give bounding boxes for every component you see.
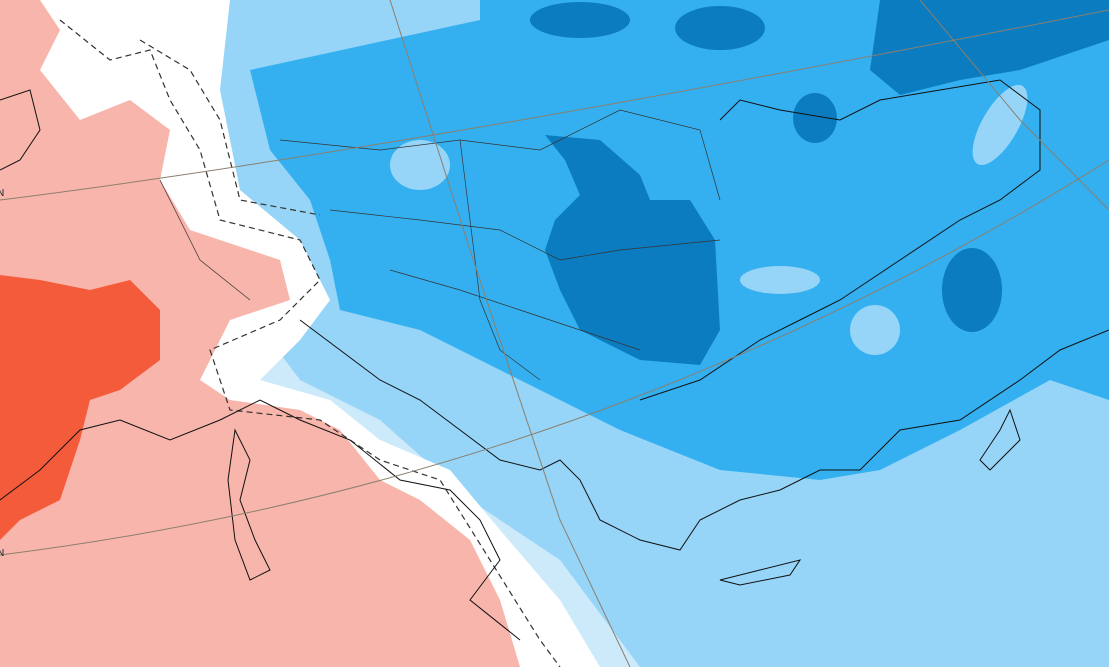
latitude-label: N (0, 548, 4, 559)
border (329, 209, 721, 261)
contour-line (59, 19, 561, 667)
borders (159, 109, 721, 381)
dark-blue-area (530, 2, 630, 38)
dark-blue-area (545, 135, 720, 365)
dark-blue-area (942, 248, 1002, 332)
dark-blue-area (793, 93, 837, 143)
coastline (0, 399, 521, 641)
pink-area (0, 0, 520, 667)
red-area (0, 275, 160, 540)
coastline (0, 89, 41, 171)
pink-area (0, 0, 20, 50)
coastlines (0, 79, 1109, 641)
light-blue-area (620, 520, 1109, 667)
graticule-line (919, 0, 1109, 211)
dark-blue-area (870, 0, 1109, 95)
border (459, 139, 541, 381)
border (389, 269, 641, 351)
graticule-line (0, 159, 1109, 556)
latitude-label: N (0, 188, 4, 199)
island (227, 428, 271, 581)
light-blue-patch (850, 305, 900, 355)
dark-blue-area (675, 6, 765, 50)
island (979, 408, 1021, 471)
graticule-line (389, 0, 631, 667)
light-blue-patch (390, 140, 450, 190)
graticule-line (0, 9, 1109, 201)
light-blue-patch (740, 266, 820, 294)
light-blue-patch (972, 85, 1028, 165)
border (159, 179, 251, 301)
island (719, 559, 802, 586)
coastline (299, 319, 1109, 551)
coastline (639, 79, 1041, 401)
border (279, 109, 721, 201)
